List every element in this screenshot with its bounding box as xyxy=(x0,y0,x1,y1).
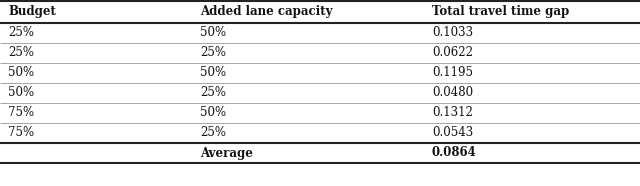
Text: Added lane capacity: Added lane capacity xyxy=(200,6,333,18)
Text: Budget: Budget xyxy=(8,6,56,18)
Text: 0.0480: 0.0480 xyxy=(432,86,473,100)
Text: 0.0543: 0.0543 xyxy=(432,126,473,140)
Text: 50%: 50% xyxy=(200,26,226,39)
Text: 50%: 50% xyxy=(8,67,34,79)
Text: 50%: 50% xyxy=(8,86,34,100)
Text: Average: Average xyxy=(200,147,253,160)
Text: 25%: 25% xyxy=(8,26,34,39)
Text: 0.1312: 0.1312 xyxy=(432,107,473,119)
Text: 25%: 25% xyxy=(200,86,226,100)
Text: 50%: 50% xyxy=(200,67,226,79)
Text: 0.1195: 0.1195 xyxy=(432,67,473,79)
Text: Total travel time gap: Total travel time gap xyxy=(432,6,569,18)
Text: 0.0622: 0.0622 xyxy=(432,46,473,60)
Text: 50%: 50% xyxy=(200,107,226,119)
Text: 25%: 25% xyxy=(8,46,34,60)
Text: 25%: 25% xyxy=(200,126,226,140)
Text: 75%: 75% xyxy=(8,107,34,119)
Text: 0.1033: 0.1033 xyxy=(432,26,473,39)
Text: 75%: 75% xyxy=(8,126,34,140)
Text: 25%: 25% xyxy=(200,46,226,60)
Text: 0.0864: 0.0864 xyxy=(432,147,477,160)
